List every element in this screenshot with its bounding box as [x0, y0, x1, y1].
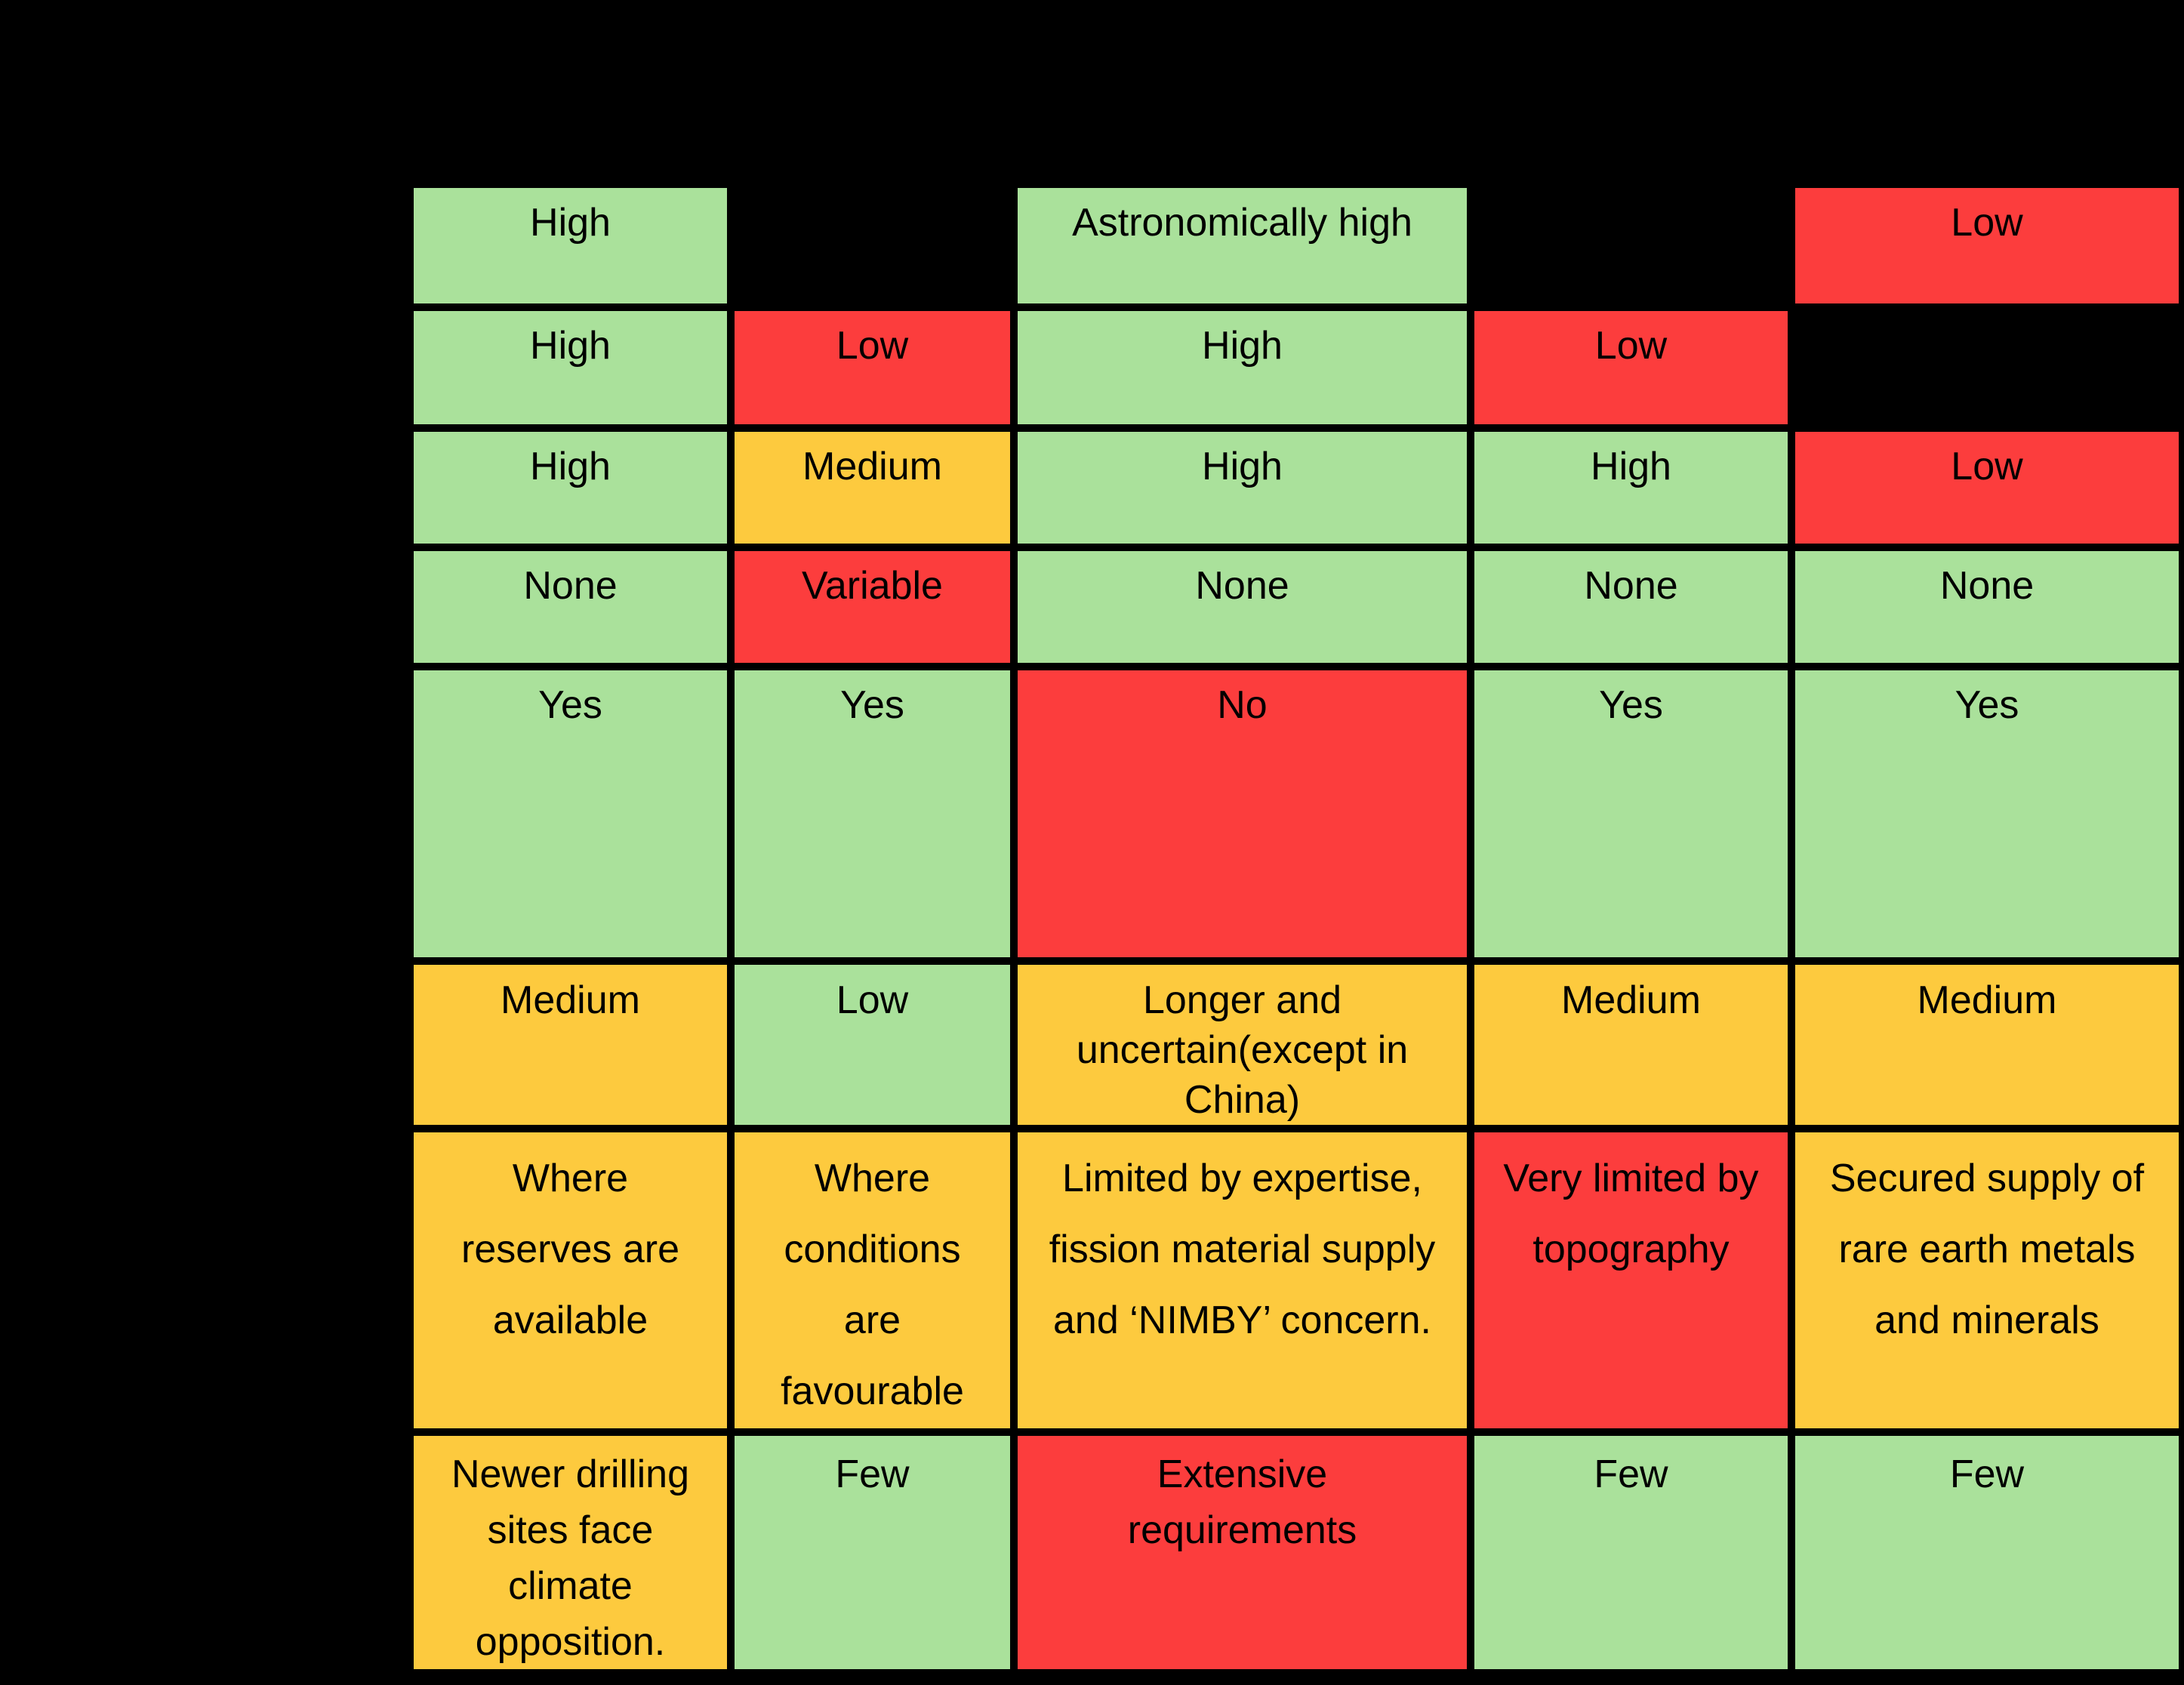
table-cell-r4c4: None	[1474, 551, 1788, 663]
table-cell-r3c3: High	[1018, 432, 1467, 544]
table-cell-r2c1: High	[414, 311, 727, 424]
table-cell-r5c1: Yes	[414, 670, 727, 957]
table-cell-r6c1: Medium	[414, 965, 727, 1125]
table-cell-r2c2: Low	[735, 311, 1010, 424]
table-cell-r1c3: Astronomically high	[1018, 188, 1467, 303]
table-cell-r8c3: Extensive requirements	[1018, 1436, 1467, 1669]
comparison-table: High Astronomically high Low High Low High Low…	[414, 188, 2179, 1669]
table-cell-r2c5	[1795, 311, 2179, 424]
table-cell-r1c1: High	[414, 188, 727, 303]
table-cell-r1c2	[735, 188, 1010, 303]
table-cell-r8c2: Few	[735, 1436, 1010, 1669]
table-cell-r7c3: Limited by expertise, fission material s…	[1018, 1132, 1467, 1428]
table-cell-r4c5: None	[1795, 551, 2179, 663]
table-cell-r4c1: None	[414, 551, 727, 663]
table-cell-r2c4: Low	[1474, 311, 1788, 424]
table-cell-r5c2: Yes	[735, 670, 1010, 957]
table-cell-r5c5: Yes	[1795, 670, 2179, 957]
table-cell-r5c3: No	[1018, 670, 1467, 957]
table-cell-r3c5: Low	[1795, 432, 2179, 544]
table-cell-r3c4: High	[1474, 432, 1788, 544]
table-cell-r6c4: Medium	[1474, 965, 1788, 1125]
table-cell-r7c4: Very limited by topography	[1474, 1132, 1788, 1428]
table-cell-r8c4: Few	[1474, 1436, 1788, 1669]
table-cell-r3c2: Medium	[735, 432, 1010, 544]
table-cell-r6c3: Longer and uncertain(except in China)	[1018, 965, 1467, 1125]
table-cell-r1c5: Low	[1795, 188, 2179, 303]
table-cell-r4c3: None	[1018, 551, 1467, 663]
table-cell-r7c5: Secured supply of rare earth metals and …	[1795, 1132, 2179, 1428]
table-cell-r6c2: Low	[735, 965, 1010, 1125]
table-cell-r8c1: Newer drilling sites face climate opposi…	[414, 1436, 727, 1669]
table-cell-r8c5: Few	[1795, 1436, 2179, 1669]
table-cell-r5c4: Yes	[1474, 670, 1788, 957]
table-cell-r4c2: Variable	[735, 551, 1010, 663]
table-cell-r2c3: High	[1018, 311, 1467, 424]
table-cell-r7c2: Where conditions are favourable	[735, 1132, 1010, 1428]
table-cell-r3c1: High	[414, 432, 727, 544]
table-cell-r6c5: Medium	[1795, 965, 2179, 1125]
table-cell-r1c4	[1474, 188, 1788, 303]
table-cell-r7c1: Where reserves are available	[414, 1132, 727, 1428]
